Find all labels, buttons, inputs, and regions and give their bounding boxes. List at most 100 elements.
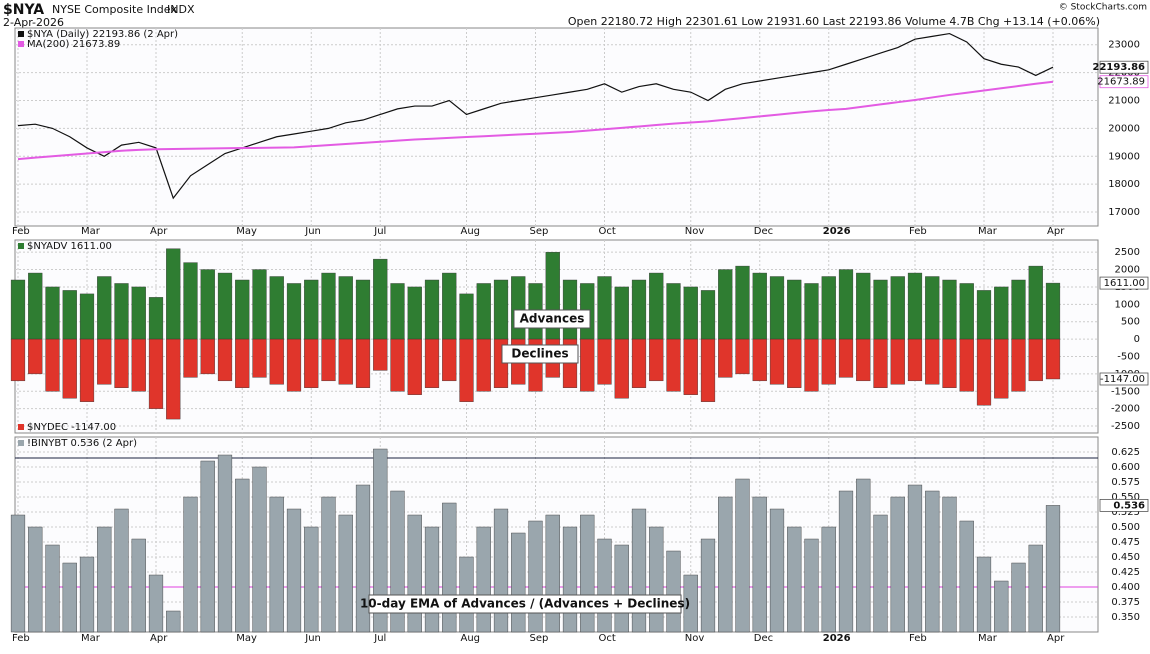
bar xyxy=(735,265,750,340)
y-tick-label: -2000 xyxy=(1111,404,1140,415)
bar xyxy=(235,478,250,633)
bar xyxy=(217,454,233,633)
bar xyxy=(821,338,836,385)
bar xyxy=(787,279,802,340)
y-tick-label: 0.600 xyxy=(1111,462,1140,473)
bar xyxy=(235,279,250,340)
bar xyxy=(459,293,474,340)
bar xyxy=(62,290,77,340)
bar xyxy=(752,496,767,633)
legend-swatch xyxy=(18,424,24,430)
y-tick-label: 1000 xyxy=(1115,299,1140,310)
y-tick-label: 2000 xyxy=(1115,265,1140,276)
bar xyxy=(407,286,422,340)
bar xyxy=(355,338,371,388)
credit: © StockCharts.com xyxy=(1059,3,1147,13)
annotation: Declines xyxy=(511,347,568,361)
bar xyxy=(286,508,302,633)
bar xyxy=(907,484,923,633)
y-tick-label: 18000 xyxy=(1108,179,1140,190)
x-tick-label: Apr xyxy=(150,226,168,237)
annotation-box xyxy=(513,309,591,329)
bar xyxy=(907,338,923,382)
bar xyxy=(97,526,112,633)
bar xyxy=(787,338,802,388)
bar xyxy=(976,338,992,406)
bar xyxy=(1045,338,1061,380)
bar xyxy=(976,290,992,340)
x-tick-label: Feb xyxy=(909,633,927,644)
bar xyxy=(752,272,767,340)
bar xyxy=(821,276,836,340)
bar xyxy=(959,520,974,633)
bar xyxy=(718,269,733,340)
bar xyxy=(873,279,888,340)
bar xyxy=(235,338,250,388)
bar xyxy=(631,338,647,388)
bar xyxy=(424,526,440,633)
bar xyxy=(200,460,215,633)
bar xyxy=(476,283,491,340)
y-tick-label: 20000 xyxy=(1108,123,1140,134)
bar xyxy=(252,338,267,378)
quote: Open 22180.72 High 22301.61 Low 21931.60… xyxy=(568,15,1100,28)
last-value-box xyxy=(1099,60,1149,74)
panel-frame xyxy=(14,27,1099,227)
y-tick-label: 21000 xyxy=(1108,96,1140,107)
last-value-label: 22193.86 xyxy=(1092,62,1145,73)
bar xyxy=(252,269,267,340)
x-tick-label: Nov xyxy=(685,633,705,644)
bar xyxy=(959,283,974,340)
bar xyxy=(890,276,905,340)
bar xyxy=(994,338,1009,399)
price-line xyxy=(17,80,1054,161)
y-tick-label: 0.350 xyxy=(1111,612,1140,623)
annotation-box xyxy=(501,344,579,364)
bar xyxy=(321,272,336,340)
bar xyxy=(1028,544,1043,633)
bar xyxy=(269,338,284,385)
legend-entry: $NYDEC -1147.00 xyxy=(27,422,116,433)
bar xyxy=(269,496,284,633)
bar xyxy=(959,338,974,392)
x-tick-label: Aug xyxy=(461,633,481,644)
y-tick-label: 23000 xyxy=(1108,40,1140,51)
bar xyxy=(321,338,336,382)
bar xyxy=(390,338,405,392)
bar xyxy=(217,272,233,340)
bar xyxy=(476,338,491,392)
bar xyxy=(631,279,647,340)
legend-entry: $NYA (Daily) 22193.86 (2 Apr) xyxy=(27,29,178,40)
bar xyxy=(614,286,629,340)
bar xyxy=(286,338,302,392)
last-value-label: -1147.00 xyxy=(1100,374,1145,385)
last-value-label: 21673.89 xyxy=(1097,77,1145,88)
bar xyxy=(769,338,785,385)
bar xyxy=(493,508,509,633)
bar xyxy=(1011,338,1026,392)
y-tick-label: 0.575 xyxy=(1111,477,1140,488)
bar xyxy=(925,276,940,340)
bar xyxy=(735,338,750,375)
last-value-box xyxy=(1099,372,1149,386)
bar xyxy=(545,514,560,633)
bar xyxy=(873,338,888,388)
y-tick-label: 0.625 xyxy=(1111,447,1140,458)
bar xyxy=(683,574,698,633)
x-tick-label: Feb xyxy=(909,226,927,237)
x-tick-label: Feb xyxy=(12,633,30,644)
bar xyxy=(148,338,164,409)
legend-swatch xyxy=(18,440,24,446)
legend-entry: !BINYBT 0.536 (2 Apr) xyxy=(27,438,137,449)
y-tick-label: 19000 xyxy=(1108,151,1140,162)
bar xyxy=(79,338,95,402)
y-tick-label: 0.525 xyxy=(1111,507,1140,518)
bar xyxy=(856,478,871,633)
bar xyxy=(166,610,181,633)
bar xyxy=(1045,282,1061,340)
legend-entry: $NYADV 1611.00 xyxy=(27,241,112,252)
bar xyxy=(649,526,664,633)
bar xyxy=(1011,562,1026,633)
